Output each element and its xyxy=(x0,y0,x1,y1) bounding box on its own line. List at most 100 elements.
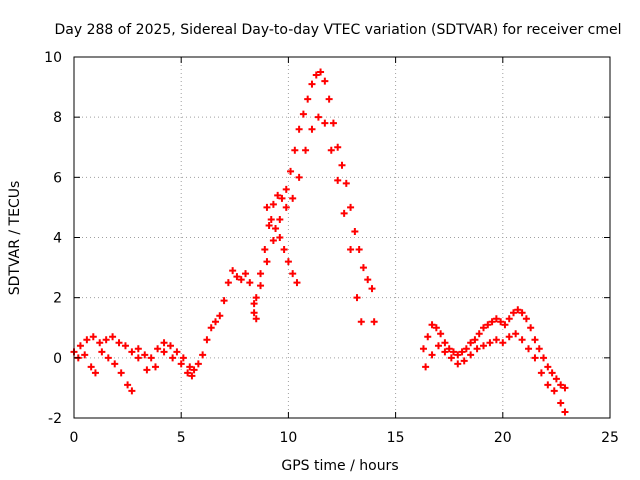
data-point xyxy=(537,369,545,377)
data-point xyxy=(445,345,453,353)
data-point xyxy=(347,203,355,211)
data-point xyxy=(184,369,192,377)
data-point xyxy=(467,339,475,347)
data-point xyxy=(128,348,136,356)
y-tick-label: 2 xyxy=(53,291,62,307)
x-axis-label: GPS time / hours xyxy=(281,458,398,474)
data-point xyxy=(295,173,303,181)
series-segment-2-end xyxy=(370,318,378,326)
data-point xyxy=(499,339,507,347)
series-segment-3-evening xyxy=(419,306,569,392)
data-point xyxy=(295,125,303,133)
data-point xyxy=(505,315,513,323)
data-point xyxy=(293,279,301,287)
data-point xyxy=(160,348,168,356)
data-points xyxy=(70,68,569,416)
data-point xyxy=(321,77,329,85)
x-tick-label: 10 xyxy=(279,430,297,446)
data-point xyxy=(531,354,539,362)
data-point xyxy=(550,387,558,395)
data-point xyxy=(134,345,142,353)
data-point xyxy=(291,146,299,154)
data-point xyxy=(518,336,526,344)
data-point xyxy=(321,119,329,127)
data-point xyxy=(83,336,91,344)
data-point xyxy=(141,351,149,359)
data-point xyxy=(314,113,322,121)
data-point xyxy=(454,351,462,359)
data-point xyxy=(557,381,565,389)
data-point xyxy=(467,351,475,359)
series-segment-2-branch xyxy=(263,203,301,287)
data-point xyxy=(308,125,316,133)
data-point xyxy=(265,221,273,229)
data-point xyxy=(220,297,228,305)
data-point xyxy=(497,318,505,326)
data-point xyxy=(109,333,117,341)
data-point xyxy=(81,351,89,359)
data-point xyxy=(525,345,533,353)
y-tick-label: 6 xyxy=(53,170,62,186)
data-point xyxy=(117,369,125,377)
data-point xyxy=(561,408,569,416)
data-point xyxy=(454,360,462,368)
data-point xyxy=(237,276,245,284)
data-point xyxy=(501,321,509,329)
x-tick-label: 20 xyxy=(494,430,512,446)
data-point xyxy=(475,330,483,338)
data-point xyxy=(199,351,207,359)
data-point xyxy=(544,363,552,371)
data-point xyxy=(190,366,198,374)
data-point xyxy=(419,345,427,353)
data-point xyxy=(334,176,342,184)
data-point xyxy=(437,330,445,338)
data-point xyxy=(340,209,348,217)
data-point xyxy=(212,318,220,326)
data-point xyxy=(257,270,265,278)
data-point xyxy=(102,336,110,344)
data-point xyxy=(203,336,211,344)
data-point xyxy=(370,318,378,326)
data-point xyxy=(250,300,258,308)
data-point xyxy=(347,246,355,254)
data-point xyxy=(428,351,436,359)
data-point xyxy=(302,146,310,154)
data-point xyxy=(327,146,335,154)
y-tick-label: -2 xyxy=(48,411,62,427)
data-point xyxy=(535,345,543,353)
data-point xyxy=(128,387,136,395)
x-tick-label: 0 xyxy=(70,430,79,446)
data-point xyxy=(179,354,187,362)
data-point xyxy=(98,348,106,356)
x-tick-label: 5 xyxy=(177,430,186,446)
data-point xyxy=(424,333,432,341)
data-point xyxy=(282,203,290,211)
grid-lines xyxy=(73,56,611,419)
data-point xyxy=(274,191,282,199)
data-point xyxy=(312,71,320,79)
y-tick-label: 10 xyxy=(44,50,62,66)
data-point xyxy=(233,273,241,281)
data-point xyxy=(188,372,196,380)
y-tick-labels: -2 0 2 4 6 8 10 xyxy=(44,50,62,427)
data-point xyxy=(263,203,271,211)
data-point xyxy=(299,110,307,118)
data-point xyxy=(143,366,151,374)
x-tick-labels: 0 5 10 15 20 25 xyxy=(70,430,619,446)
data-point xyxy=(289,194,297,202)
y-axis-label: SDTVAR / TECUs xyxy=(7,181,23,296)
data-point xyxy=(76,342,84,350)
data-point xyxy=(492,336,500,344)
data-point xyxy=(353,294,361,302)
data-point xyxy=(486,339,494,347)
data-point xyxy=(480,342,488,350)
data-point xyxy=(104,354,112,362)
data-point xyxy=(480,324,488,332)
data-point xyxy=(272,224,280,232)
axis-ticks xyxy=(73,56,611,419)
data-point xyxy=(441,339,449,347)
data-point xyxy=(96,339,104,347)
data-point xyxy=(280,246,288,254)
data-point xyxy=(557,399,565,407)
